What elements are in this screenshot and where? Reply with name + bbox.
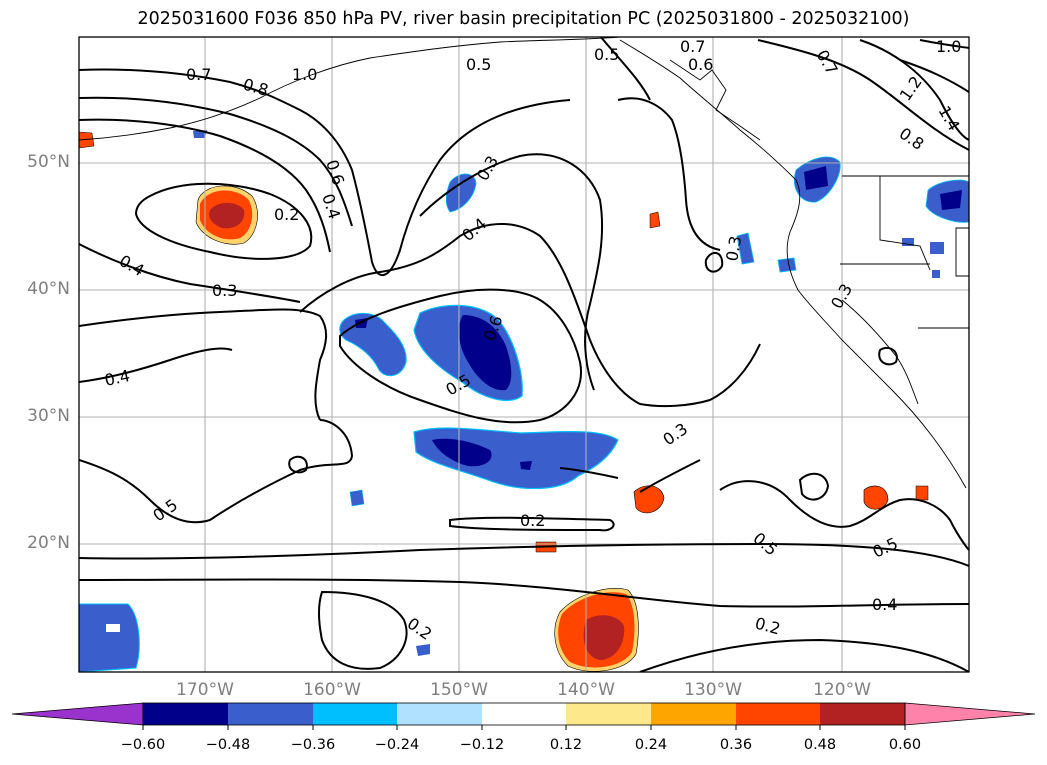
contour-label: 0.2: [753, 614, 783, 639]
lon-label: 170°W: [176, 680, 234, 700]
contour-label: 0.7: [680, 37, 705, 56]
contour-label: 0.3: [827, 280, 856, 312]
contour-label: 0.5: [594, 45, 619, 64]
contour-label: 0.7: [186, 65, 211, 84]
colorbar-tick-label: −0.12: [459, 737, 505, 753]
colorbar-tick-label: −0.24: [374, 737, 420, 753]
contour-label: 1.4: [935, 103, 964, 135]
colorbar-tick-label: 0.12: [549, 737, 583, 753]
contour-label: 0.6: [322, 157, 348, 187]
contour-label: 0.5: [149, 495, 181, 525]
lat-label: 20°N: [27, 533, 70, 553]
lon-label: 150°W: [430, 680, 488, 700]
contour-label: 1.0: [936, 37, 961, 56]
plot-frame: [78, 36, 970, 673]
coastlines: [79, 37, 969, 489]
map-title: 2025031600 F036 850 hPa PV, river basin …: [137, 9, 910, 29]
contour-label: 0.2: [404, 614, 436, 644]
contour-label: 1.0: [292, 65, 317, 84]
colorbar-tick-label: 0.36: [719, 737, 753, 753]
contour-label: 0.4: [116, 251, 148, 280]
lon-label: 140°W: [557, 680, 615, 700]
colorbar: [11, 702, 1036, 730]
contour-label: 0.4: [872, 595, 897, 614]
contour-label: 0.8: [241, 75, 271, 100]
contour-label: 0.8: [896, 124, 928, 154]
contour-labels: 0.7 0.8 1.0 0.5 0.5 0.7 0.6 0.7 1.0 1.2 …: [103, 37, 964, 644]
contour-label: 0.3: [212, 281, 237, 300]
contour-label: 0.4: [458, 214, 490, 245]
colorbar-tick-label: 0.60: [888, 737, 922, 753]
contour-label: 0.2: [520, 511, 545, 530]
precip-shading: [79, 130, 969, 672]
contour-label: 0.7: [813, 47, 842, 79]
contour-label: 0.4: [103, 366, 132, 390]
colorbar-tick-label: 0.48: [803, 737, 837, 753]
colorbar-tick-label: −0.36: [290, 737, 336, 753]
lon-label: 120°W: [813, 680, 871, 700]
colorbar-tick-label: −0.60: [120, 737, 166, 753]
contour-label: 0.5: [870, 534, 901, 562]
contour-label: 0.5: [466, 55, 491, 74]
contour-label: 0.4: [318, 191, 344, 221]
contour-label: 0.3: [473, 152, 502, 184]
graticule: [79, 37, 969, 672]
contour-label: 0.3: [659, 419, 691, 449]
contour-label: 0.3: [722, 234, 745, 262]
lat-label: 30°N: [27, 406, 70, 426]
lat-label: 50°N: [27, 152, 70, 172]
lat-label: 40°N: [27, 279, 70, 299]
pv-contours: [79, 37, 969, 672]
colorbar-tick-label: −0.48: [205, 737, 251, 753]
lon-label: 160°W: [303, 680, 361, 700]
contour-label: 0.5: [749, 529, 781, 560]
contour-label: 0.2: [274, 205, 299, 224]
contour-label: 0.6: [688, 55, 713, 74]
lon-label: 130°W: [684, 680, 742, 700]
colorbar-tick-label: 0.24: [634, 737, 668, 753]
